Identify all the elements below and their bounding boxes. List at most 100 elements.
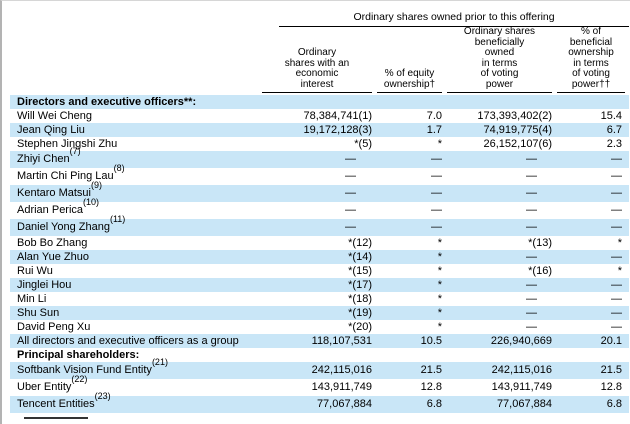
- cell-value: —: [526, 292, 537, 305]
- cell-value: 118,107,531: [311, 334, 372, 347]
- cell-value: *(14): [348, 250, 372, 263]
- cell-value: 2.3: [606, 137, 623, 150]
- table-row: Softbank Vision Fund Entity(21) 242,115,0…: [10, 356, 630, 379]
- table-row: Jinglei Hou *(17) * — —: [10, 278, 630, 292]
- table-row: Kentaro Matsui(9) — — — —: [10, 179, 630, 202]
- table-row: Directors and executive officers**:: [10, 95, 630, 109]
- cell-value: 21.5: [600, 364, 623, 376]
- row-label: Softbank Vision Fund Entity(21): [17, 356, 168, 376]
- row-label: Daniel Yong Zhang(11): [17, 213, 126, 233]
- row-label: Stephen Jingshi Zhu: [17, 137, 118, 150]
- cell-value: 77,067,884: [316, 398, 372, 410]
- cell-value: 143,911,749: [491, 381, 552, 393]
- footnote-ref: (21): [151, 356, 168, 367]
- cell-value: 26,152,107(6): [483, 137, 553, 150]
- header-spacer: [10, 7, 262, 27]
- table-row: Min Li *(18) * — —: [10, 292, 629, 306]
- table-row: Stephen Jingshi Zhu *(5) * 26,152,107(6) 2.3: [10, 137, 629, 151]
- cell-value: [447, 348, 557, 362]
- cell-value: [447, 95, 557, 109]
- row-label: David Peng Xu: [17, 320, 91, 333]
- span-header-row: Ordinary shares owned prior to this offe…: [10, 7, 630, 27]
- table-row: All directors and executive officers as …: [10, 334, 630, 348]
- cell-value: 6.8: [426, 398, 442, 410]
- cell-value: *(5): [354, 137, 372, 150]
- cell-value: —: [611, 204, 623, 216]
- cell-value: —: [611, 278, 623, 291]
- cell-value: *(20): [348, 320, 372, 333]
- cell-value: —: [345, 187, 356, 199]
- row-label: Jinglei Hou: [17, 278, 72, 291]
- cell-value: 173,393,402(2): [477, 109, 552, 122]
- cell-value: —: [345, 153, 356, 165]
- row-label: Bob Bo Zhang: [17, 236, 88, 249]
- table-row: Tencent Entities(23) 77,067,884 6.8 77,067,…: [10, 391, 630, 413]
- cell-value: —: [611, 292, 623, 305]
- header-spacer: [10, 27, 262, 95]
- cell-value: [557, 95, 629, 109]
- cell-value: —: [611, 306, 623, 319]
- cell-value: 7.0: [426, 109, 442, 122]
- cell-value: 226,940,669: [490, 334, 552, 347]
- row-label: Kentaro Matsui(9): [17, 179, 102, 199]
- footnote-divider: [24, 417, 88, 419]
- cell-value: 12.8: [600, 381, 623, 393]
- cell-value: [377, 95, 447, 109]
- cell-value: 77,067,884: [496, 398, 552, 410]
- footnote-ref: (8): [113, 162, 125, 173]
- table-row: David Peng Xu *(20) * — —: [10, 320, 629, 334]
- cell-value: *: [617, 236, 623, 249]
- cell-value: —: [611, 221, 623, 233]
- cell-value: *: [437, 278, 442, 291]
- cell-value: —: [431, 170, 442, 182]
- cell-value: 19,172,128(3): [303, 123, 373, 136]
- cell-value: —: [345, 170, 356, 182]
- cell-value: 21.5: [420, 364, 442, 376]
- column-header-economic-interest: Ordinary shares with an economic interes…: [262, 47, 372, 93]
- cell-value: *: [437, 236, 442, 249]
- cell-value: —: [431, 221, 442, 233]
- cell-value: *: [617, 264, 623, 277]
- cell-value: *: [437, 264, 442, 277]
- table-row: Uber Entity(22) 143,911,749 12.8 143,911,74…: [10, 374, 629, 396]
- cell-value: *(19): [348, 306, 372, 319]
- cell-value: 10.5: [420, 334, 442, 347]
- table-header: Ordinary shares owned prior to this offe…: [10, 7, 630, 95]
- footnote-ref: (10): [83, 196, 100, 207]
- cell-value: —: [526, 187, 537, 199]
- cell-value: 15.4: [600, 109, 623, 122]
- row-label: Will Wei Cheng: [17, 109, 92, 122]
- cell-value: —: [431, 204, 442, 216]
- cell-value: 143,911,749: [311, 381, 372, 393]
- table-body: Directors and executive officers**: Will …: [10, 95, 630, 413]
- cell-value: *: [437, 250, 442, 263]
- cell-value: —: [345, 204, 356, 216]
- table-row: Zhiyi Chen(7) — — — —: [10, 145, 630, 168]
- cell-value: 6.8: [606, 398, 623, 410]
- cell-value: *(12): [348, 236, 372, 249]
- cell-value: 74,919,775(4): [483, 123, 553, 136]
- cell-value: 242,115,016: [311, 364, 372, 376]
- row-label: Zhiyi Chen(7): [17, 145, 81, 165]
- cell-value: —: [526, 170, 537, 182]
- span-header-title: Ordinary shares owned prior to this offe…: [279, 11, 630, 27]
- cell-value: [262, 348, 377, 362]
- cell-value: 1.7: [426, 123, 442, 136]
- cell-value: [557, 348, 629, 362]
- footnote-ref: (11): [109, 213, 126, 224]
- cell-value: —: [526, 221, 537, 233]
- cell-value: 12.8: [420, 381, 442, 393]
- table-row: Alan Yue Zhuo *(14) * — —: [10, 250, 630, 264]
- cell-value: —: [431, 187, 442, 199]
- table-row: Principal shareholders:: [10, 348, 629, 362]
- cell-value: —: [526, 278, 537, 291]
- cell-value: —: [611, 320, 623, 333]
- cell-value: *(16): [528, 264, 552, 277]
- column-header-equity-ownership: % of equity ownership†: [377, 68, 442, 93]
- cell-value: *: [437, 137, 442, 150]
- row-label: Directors and executive officers**:: [17, 95, 197, 108]
- cell-value: —: [611, 250, 623, 263]
- cell-value: *(18): [348, 292, 372, 305]
- cell-value: —: [526, 153, 537, 165]
